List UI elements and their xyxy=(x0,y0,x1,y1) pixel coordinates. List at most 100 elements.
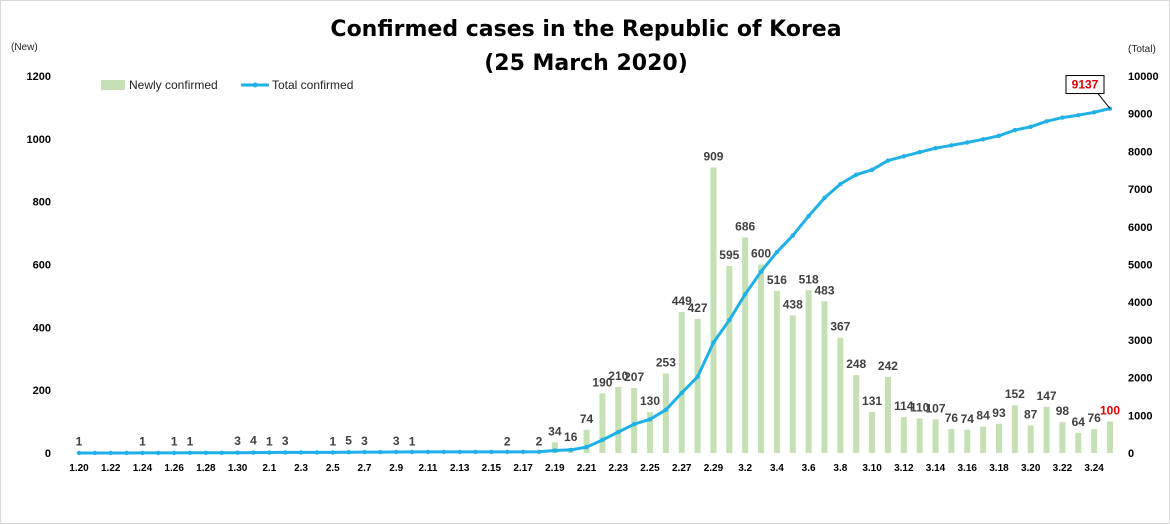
x-tick-label: 3.12 xyxy=(894,463,914,474)
bar-newly-confirmed xyxy=(726,266,733,453)
point-total-confirmed xyxy=(711,340,716,345)
right-tick-label: 7000 xyxy=(1128,184,1152,196)
bar-newly-confirmed xyxy=(932,419,939,453)
point-total-confirmed xyxy=(251,450,256,455)
point-total-confirmed xyxy=(869,167,875,172)
bar-data-label: 600 xyxy=(751,247,771,261)
bar-data-label: 207 xyxy=(624,370,644,384)
point-total-confirmed xyxy=(394,449,399,455)
bar-newly-confirmed xyxy=(1043,406,1050,453)
bar-data-label: 595 xyxy=(719,248,739,262)
right-tick-label: 0 xyxy=(1128,448,1134,460)
point-total-confirmed xyxy=(473,449,478,455)
point-total-confirmed xyxy=(584,444,589,450)
bar-data-label: 3 xyxy=(234,434,241,448)
bar-newly-confirmed xyxy=(710,167,717,454)
point-total-confirmed xyxy=(76,450,82,456)
point-total-confirmed xyxy=(203,450,209,456)
point-total-confirmed xyxy=(124,450,129,456)
x-tick-label: 3.20 xyxy=(1021,463,1041,474)
bar-data-label: 131 xyxy=(862,394,882,408)
bar-data-labels: 1 1 1 1 3 4 1 3 1 5 3 3 1 2 234 16741902102071302534494… xyxy=(76,149,1121,448)
bar-data-label: 1 xyxy=(187,435,194,449)
left-tick-label: 1200 xyxy=(27,71,51,83)
point-total-confirmed xyxy=(774,249,780,255)
legend-label-total-confirmed: Total confirmed xyxy=(272,78,353,92)
point-total-confirmed xyxy=(663,407,669,412)
bar-newly-confirmed xyxy=(647,412,654,453)
bar-newly-confirmed xyxy=(964,429,971,453)
x-tick-label: 2.9 xyxy=(389,463,403,474)
bar-newly-confirmed xyxy=(805,290,812,453)
callout-label: 9137 xyxy=(1072,78,1099,92)
x-tick-label: 3.2 xyxy=(738,463,752,474)
bar-data-label: 4 xyxy=(250,434,257,448)
right-tick-label: 5000 xyxy=(1128,260,1152,272)
point-total-confirmed xyxy=(1028,124,1033,130)
bar-data-label: 100 xyxy=(1100,404,1120,418)
bar-newly-confirmed xyxy=(1011,405,1018,453)
bar-data-label: 3 xyxy=(282,434,289,448)
point-total-confirmed xyxy=(536,449,542,454)
bar-newly-confirmed xyxy=(631,387,638,453)
point-total-confirmed xyxy=(108,450,113,456)
point-total-confirmed xyxy=(235,450,240,455)
chart-legend: Newly confirmed Total confirmed xyxy=(101,78,353,92)
x-tick-label: 2.15 xyxy=(482,463,502,474)
point-total-confirmed xyxy=(965,140,970,145)
right-tick-label: 10000 xyxy=(1128,71,1159,83)
bar-data-label: 74 xyxy=(580,412,594,426)
bar-newly-confirmed xyxy=(948,429,955,453)
right-tick-label: 6000 xyxy=(1128,222,1152,234)
x-tick-label: 1.28 xyxy=(196,463,216,474)
bar-data-label: 16 xyxy=(564,430,578,444)
bar-data-label: 34 xyxy=(548,424,562,438)
point-total-confirmed xyxy=(346,450,351,455)
bar-newly-confirmed xyxy=(1075,432,1082,453)
point-total-confirmed xyxy=(1012,127,1018,133)
bar-newly-confirmed xyxy=(758,264,765,453)
point-total-confirmed xyxy=(219,450,224,456)
right-tick-label: 4000 xyxy=(1128,297,1152,309)
bar-data-label: 190 xyxy=(592,375,612,389)
point-total-confirmed xyxy=(758,269,764,274)
point-total-confirmed xyxy=(520,449,526,455)
right-axis-unit: (Total) xyxy=(1128,44,1156,55)
point-total-confirmed xyxy=(552,448,558,453)
bar-newly-confirmed xyxy=(916,418,923,453)
point-total-confirmed xyxy=(1091,110,1097,115)
point-total-confirmed xyxy=(933,145,938,151)
point-total-confirmed xyxy=(568,447,573,453)
bar-newly-confirmed xyxy=(884,376,891,453)
point-total-confirmed xyxy=(822,195,827,201)
bar-data-label: 1 xyxy=(76,435,83,449)
point-total-confirmed xyxy=(742,292,748,297)
bar-data-label: 686 xyxy=(735,219,755,233)
bar-newly-confirmed xyxy=(1107,421,1113,453)
x-tick-label: 2.11 xyxy=(418,463,437,474)
legend-label-newly-confirmed: Newly confirmed xyxy=(129,78,218,92)
point-total-confirmed xyxy=(156,450,161,456)
x-tick-label: 2.29 xyxy=(704,463,724,474)
bar-newly-confirmed xyxy=(615,387,622,453)
bar-newly-confirmed xyxy=(789,315,796,453)
x-tick-label: 3.24 xyxy=(1084,463,1104,474)
point-total-confirmed xyxy=(806,213,811,219)
right-axis: 0 1000 2000 3000 4000 5000 6000 7000 8000 9000 100… xyxy=(1128,71,1159,460)
bar-data-label: 427 xyxy=(688,301,708,315)
total-callout: 9137 xyxy=(1065,75,1111,109)
point-total-confirmed xyxy=(489,449,494,455)
bar-data-label: 518 xyxy=(799,272,819,286)
point-total-confirmed xyxy=(441,449,447,455)
bar-newly-confirmed xyxy=(599,393,606,453)
bar-data-label: 5 xyxy=(345,433,352,447)
point-total-confirmed xyxy=(727,317,732,323)
bar-data-label: 242 xyxy=(878,359,898,373)
point-total-confirmed xyxy=(647,417,653,422)
point-total-confirmed xyxy=(838,181,843,187)
bar-data-label: 1 xyxy=(329,435,336,449)
x-tick-label: 1.30 xyxy=(228,463,248,474)
point-total-confirmed xyxy=(600,437,605,443)
x-tick-label: 2.19 xyxy=(545,463,565,474)
x-tick-label: 3.6 xyxy=(802,463,816,474)
